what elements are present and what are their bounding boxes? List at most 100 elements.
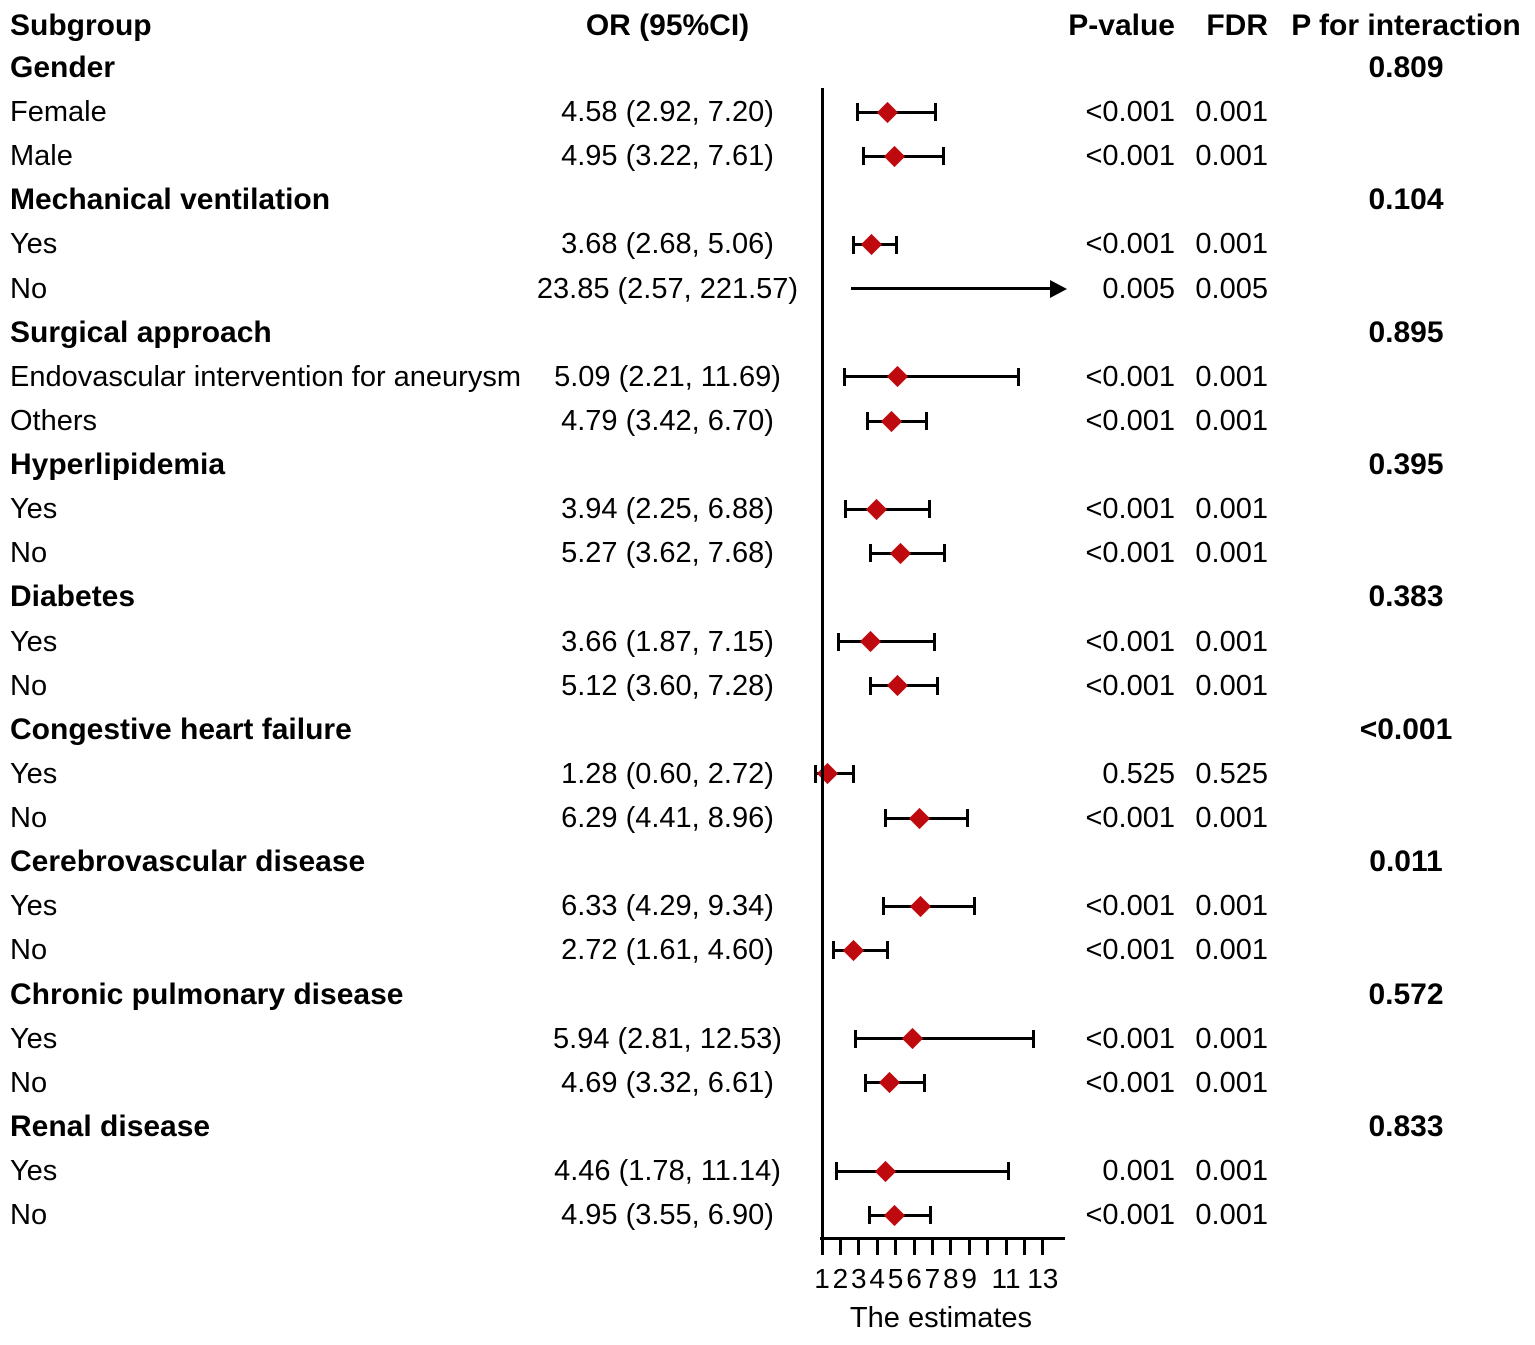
x-axis-tick-label: 9 [961, 1263, 977, 1294]
ci-cap-right [973, 897, 977, 916]
point-estimate-marker [902, 1028, 924, 1050]
subgroup-item-label: No [10, 1066, 48, 1099]
ci-cap-right [928, 1206, 932, 1225]
point-estimate-marker [879, 1072, 901, 1094]
fdr-value: 0.001 [1195, 890, 1268, 923]
or-ci-value: 4.79 (3.42, 6.70) [561, 404, 774, 437]
subgroup-item-label: Male [10, 140, 73, 173]
ci-cap-right [934, 103, 938, 122]
fdr-value: 0.001 [1195, 404, 1268, 437]
x-axis-tick [986, 1239, 990, 1255]
x-axis-tick [949, 1239, 953, 1255]
x-axis-tick-label: 11 [991, 1263, 1021, 1294]
point-estimate-marker [860, 233, 882, 256]
fdr-value: 0.001 [1195, 360, 1268, 393]
p-value: <0.001 [1085, 625, 1175, 658]
p-value: <0.001 [1085, 140, 1175, 173]
point-estimate-marker [884, 1204, 906, 1226]
ci-cap-left [813, 764, 817, 783]
x-axis-tick-label: 2 [832, 1263, 849, 1294]
ci-cap-left [865, 412, 869, 431]
subgroup-heading: Cerebrovascular disease [10, 845, 366, 879]
point-estimate-marker [889, 542, 912, 564]
p-value: <0.001 [1085, 669, 1175, 702]
fdr-value: 0.001 [1195, 1066, 1268, 1099]
x-axis-tick-label: 1 [814, 1263, 830, 1294]
subgroup-item-label: Yes [10, 493, 58, 526]
p-interaction-value: 0.395 [1368, 448, 1444, 482]
ci-cap-right [935, 676, 939, 695]
or-ci-value: 3.94 (2.25, 6.88) [561, 493, 774, 526]
x-axis-tick [967, 1239, 971, 1255]
ci-arrow-head [1050, 279, 1067, 298]
p-value: <0.001 [1085, 493, 1175, 526]
point-estimate-marker [877, 101, 899, 123]
point-estimate-marker [887, 675, 909, 697]
or-ci-value: 3.66 (1.87, 7.15) [561, 625, 774, 658]
x-axis-tick [857, 1239, 861, 1255]
p-value: <0.001 [1085, 890, 1175, 923]
ci-cap-left [861, 147, 865, 166]
ci-cap-right [851, 764, 855, 783]
ci-cap-left [837, 632, 840, 651]
fdr-value: 0.001 [1195, 802, 1268, 835]
subgroup-item-label: Yes [10, 757, 58, 790]
x-axis-tick [1041, 1239, 1045, 1255]
p-value: <0.001 [1085, 537, 1175, 570]
ci-line [836, 1169, 1009, 1173]
subgroup-item-label: Female [10, 96, 107, 129]
ci-cap-right [924, 412, 928, 431]
subgroup-item-label: Yes [10, 890, 58, 923]
fdr-value: 0.001 [1195, 537, 1268, 570]
ci-cap-right [886, 941, 890, 960]
point-estimate-marker [865, 498, 887, 520]
ci-cap-right [1006, 1162, 1010, 1181]
ci-cap-left [881, 897, 885, 916]
or-ci-value: 6.29 (4.41, 8.96) [561, 802, 774, 835]
or-ci-value: 2.72 (1.61, 4.60) [561, 934, 774, 967]
column-header-pvalue: P-value [1068, 9, 1175, 42]
or-ci-value: 3.68 (2.68, 5.06) [561, 228, 774, 261]
ci-cap-left [883, 809, 887, 828]
ci-line [855, 1037, 1035, 1041]
subgroup-item-label: No [10, 537, 48, 570]
reference-line [820, 88, 824, 1237]
x-axis-tick [1022, 1239, 1026, 1255]
fdr-value: 0.001 [1195, 96, 1268, 129]
ci-cap-left [867, 1206, 871, 1225]
x-axis-tick [1004, 1239, 1008, 1255]
subgroup-item-label: No [10, 669, 48, 702]
p-interaction-value: 0.833 [1368, 1109, 1444, 1143]
ci-cap-left [863, 1073, 867, 1092]
x-axis-tick [875, 1239, 879, 1255]
point-estimate-marker [909, 895, 931, 917]
subgroup-heading: Gender [10, 51, 116, 84]
fdr-value: 0.001 [1195, 625, 1268, 658]
ci-cap-left [835, 1162, 839, 1181]
subgroup-item-label: No [10, 802, 48, 835]
ci-cap-right [1032, 1029, 1036, 1048]
p-interaction-value: 0.383 [1368, 580, 1444, 614]
x-axis-tick-label: 3 [851, 1263, 867, 1294]
ci-line [845, 507, 931, 511]
x-axis-tick-label: 6 [906, 1263, 922, 1294]
p-interaction-value: 0.011 [1369, 845, 1443, 879]
ci-cap-left [854, 1029, 858, 1048]
fdr-value: 0.001 [1195, 228, 1268, 261]
subgroup-heading: Diabetes [10, 580, 136, 614]
subgroup-heading: Hyperlipidemia [10, 448, 226, 482]
fdr-value: 0.001 [1195, 140, 1268, 173]
ci-cap-left [843, 367, 847, 386]
or-ci-value: 5.12 (3.60, 7.28) [561, 669, 774, 702]
p-interaction-value: 0.809 [1368, 51, 1444, 84]
subgroup-heading: Congestive heart failure [10, 712, 352, 746]
p-interaction-value: <0.001 [1359, 712, 1453, 746]
or-ci-value: 23.85 (2.57, 221.57) [536, 272, 799, 305]
or-ci-value: 4.95 (3.55, 6.90) [561, 1199, 774, 1232]
ci-cap-right [966, 809, 970, 828]
subgroup-item-label: Yes [10, 1022, 58, 1055]
fdr-value: 0.001 [1195, 1022, 1268, 1055]
point-estimate-marker [843, 939, 865, 962]
x-axis-tick-label: 8 [943, 1263, 959, 1294]
